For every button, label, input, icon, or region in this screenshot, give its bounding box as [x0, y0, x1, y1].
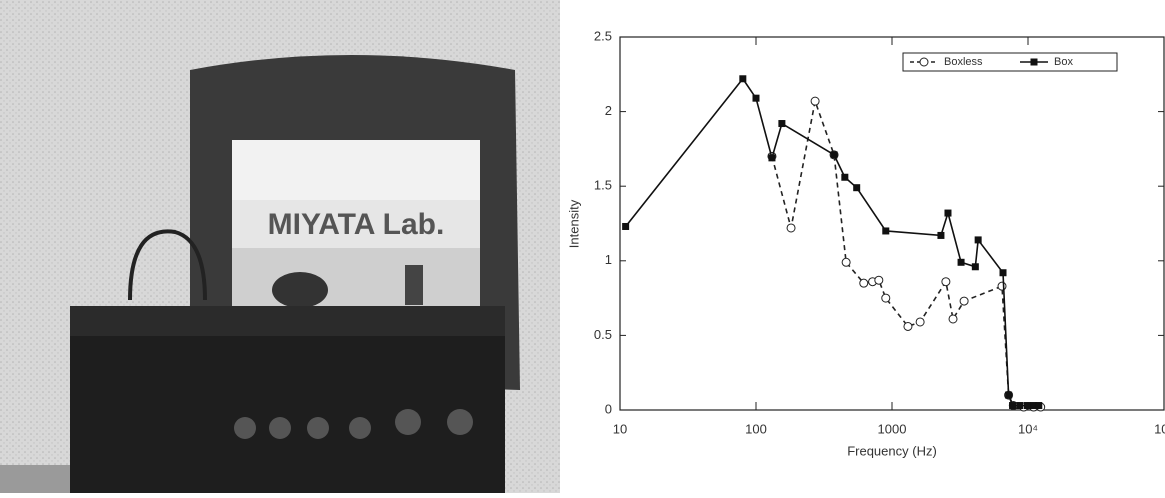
y-tick-label: 2.5 — [594, 28, 612, 43]
point — [853, 184, 861, 192]
x-tick-label: 100 — [745, 421, 767, 436]
point — [1016, 402, 1024, 410]
point — [941, 277, 951, 287]
series-line — [771, 98, 1041, 408]
x-tick-label: 10 — [613, 421, 627, 436]
point — [859, 278, 869, 288]
x-axis-title: Frequency (Hz) — [847, 443, 937, 458]
point — [915, 317, 925, 327]
point — [959, 296, 969, 306]
x-tick-label: 10⁴ — [1018, 421, 1038, 436]
y-tick-label: 0 — [605, 401, 612, 416]
point — [810, 96, 820, 106]
point — [786, 223, 796, 233]
point — [752, 94, 760, 102]
legend-label: Box — [1054, 56, 1073, 68]
point — [1009, 402, 1017, 410]
legend-marker — [1030, 58, 1038, 66]
point — [971, 263, 979, 271]
point — [830, 151, 838, 159]
point — [999, 269, 1007, 277]
point — [841, 257, 851, 267]
y-axis-title: Intensity — [566, 199, 581, 248]
x-tick-label: 10⁵ — [1154, 421, 1165, 436]
y-tick-label: 2 — [605, 103, 612, 118]
point — [1030, 402, 1038, 410]
point — [881, 293, 891, 303]
point — [1005, 391, 1013, 399]
point — [874, 275, 884, 285]
legend — [902, 52, 1118, 72]
chart: Intensity Frequency (Hz) — [566, 36, 1165, 458]
point — [882, 227, 890, 235]
legend-marker — [919, 57, 929, 67]
point — [768, 154, 776, 162]
point — [778, 120, 786, 128]
y-tick-label: 1 — [605, 252, 612, 267]
photo-sign: MIYATA Lab. — [268, 208, 445, 241]
x-tick-label: 1000 — [878, 421, 907, 436]
point — [974, 236, 982, 244]
legend-label: Boxless — [944, 56, 983, 68]
y-tick-label: 0.5 — [594, 327, 612, 342]
plot-frame — [619, 36, 1165, 411]
point — [622, 222, 630, 230]
point — [841, 173, 849, 181]
point — [937, 231, 945, 239]
point — [903, 321, 913, 331]
photo: MIYATA Lab. — [0, 0, 560, 493]
point — [997, 281, 1007, 291]
point — [739, 75, 747, 83]
point — [1023, 402, 1031, 410]
point — [957, 258, 965, 266]
point — [944, 209, 952, 217]
point — [948, 314, 958, 324]
point — [1035, 402, 1043, 410]
y-tick-label: 1.5 — [594, 178, 612, 193]
